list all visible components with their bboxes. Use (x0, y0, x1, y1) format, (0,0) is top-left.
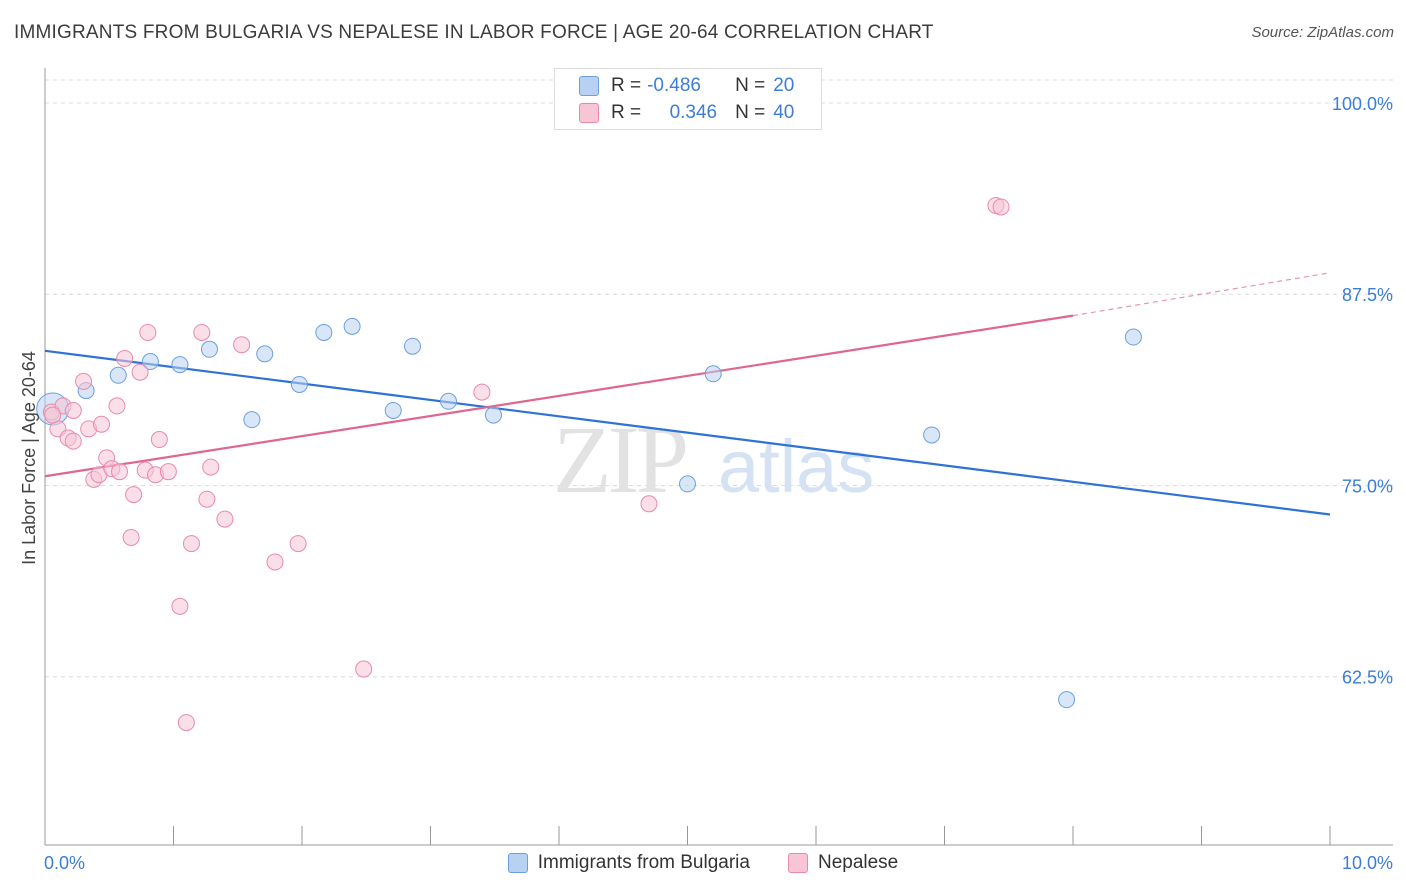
nepalese-point (131, 363, 149, 381)
stats-row-bulgaria: R = -0.486 N = 20 (579, 73, 794, 99)
chart-title: IMMIGRANTS FROM BULGARIA VS NEPALESE IN … (14, 22, 934, 43)
nepalese-point (992, 198, 1010, 216)
bulgaria-point (384, 401, 402, 419)
bulgaria-point (256, 345, 274, 363)
data-points (36, 196, 1142, 732)
stats-box: R = -0.486 N = 20 R = 0.346 N = 40 (554, 68, 822, 130)
r-label: R = (611, 75, 642, 96)
bulgaria-point (1058, 691, 1076, 709)
bulgaria-point (439, 392, 457, 410)
bulgaria-point (343, 317, 361, 335)
nepalese-point (216, 510, 234, 528)
n-label: N = (735, 102, 766, 123)
y-axis-label: In Labor Force | Age 20-64 (19, 351, 39, 565)
bulgaria-point (704, 365, 722, 383)
legend-item-nepalese[interactable]: Nepalese (787, 852, 899, 874)
x-tick-label: 0.0% (44, 853, 85, 873)
y-tick-label: 62.5% (1342, 668, 1393, 688)
nepalese-point (289, 535, 307, 553)
y-tick-label: 75.0% (1342, 476, 1393, 496)
nepalese-point (193, 323, 211, 341)
nepalese-point (150, 431, 168, 449)
r-value: 0.346 (669, 102, 718, 123)
nepalese-point (93, 415, 111, 433)
bulgaria-point (404, 337, 422, 355)
legend-label-bulgaria: Immigrants from Bulgaria (537, 852, 750, 873)
nepalese-point (75, 372, 93, 390)
nepalese-point (171, 597, 189, 615)
legend-swatch-bulgaria (507, 853, 528, 873)
r-label: R = (611, 102, 642, 123)
nepalese-point (139, 323, 157, 341)
nepalese-trend-extension (1072, 272, 1331, 317)
bulgaria-point (315, 323, 333, 341)
x-tick-label: 10.0% (1342, 853, 1393, 873)
bulgaria-point (1124, 328, 1142, 346)
bulgaria-point (290, 375, 308, 393)
axes: 62.5% 75.0% 87.5% 100.0% 0.0% 10.0% (44, 68, 1393, 873)
bulgaria-point (109, 366, 127, 384)
bulgaria-point (243, 411, 261, 429)
legend-item-bulgaria[interactable]: Immigrants from Bulgaria (507, 852, 750, 874)
bulgaria-point (484, 406, 502, 424)
watermark-zip: ZIP (553, 406, 686, 513)
nepalese-point (125, 486, 143, 504)
bulgaria-point (171, 356, 189, 374)
bulgaria-point (141, 353, 159, 371)
nepalese-point (198, 490, 216, 508)
nepalese-point (233, 336, 251, 354)
nepalese-point (182, 535, 200, 553)
trend-lines (44, 272, 1331, 516)
n-value: 40 (773, 102, 795, 123)
nepalese-point (108, 397, 126, 415)
nepalese-point (44, 406, 62, 424)
r-value: -0.486 (647, 75, 701, 96)
nepalese-point (355, 660, 373, 678)
y-tick-label: 100.0% (1332, 94, 1393, 114)
nepalese-point (202, 458, 220, 476)
legend-label-nepalese: Nepalese (817, 852, 899, 873)
nepalese-point (159, 463, 177, 481)
nepalese-trend-line (44, 314, 1074, 478)
bulgaria-swatch (579, 76, 599, 96)
watermark-atlas: atlas (718, 425, 874, 508)
n-value: 20 (773, 75, 795, 96)
chart-legend: Immigrants from Bulgaria Nepalese (0, 852, 1406, 874)
n-label: N = (735, 75, 766, 96)
bulgaria-point (923, 426, 941, 444)
stats-row-nepalese: R = 0.346 N = 40 (579, 100, 794, 126)
nepalese-point (640, 495, 658, 513)
nepalese-swatch (579, 103, 599, 123)
nepalese-point (122, 528, 140, 546)
nepalese-point (177, 714, 195, 732)
bulgaria-point (200, 340, 218, 358)
source-label: Source: ZipAtlas.com (1251, 24, 1394, 41)
nepalese-point (64, 401, 82, 419)
nepalese-point (473, 383, 491, 401)
nepalese-point (116, 349, 134, 367)
y-tick-label: 87.5% (1342, 285, 1393, 305)
nepalese-point (266, 553, 284, 571)
nepalese-point (64, 432, 82, 450)
bulgaria-trend-line (44, 349, 1331, 516)
legend-swatch-nepalese (787, 853, 808, 873)
nepalese-point (111, 463, 129, 481)
bulgaria-point (679, 475, 696, 493)
